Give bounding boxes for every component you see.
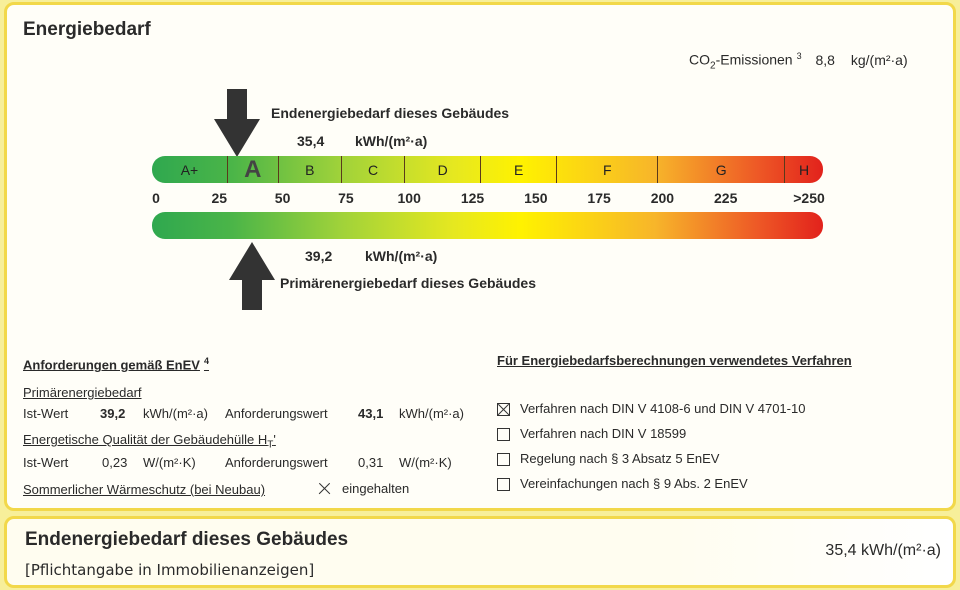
huelle-ist-unit: W/(m²·K) bbox=[143, 455, 196, 470]
primaer-title: Primärenergiebedarf bbox=[23, 385, 142, 400]
checked-box-icon bbox=[497, 403, 510, 417]
checkbox-icon bbox=[497, 453, 510, 467]
scale-tick: 125 bbox=[460, 190, 485, 206]
scale-tick: 100 bbox=[397, 190, 421, 206]
co2-value: 8,8 bbox=[815, 51, 835, 68]
primaer-ist-unit: kWh/(m²·a) bbox=[143, 406, 208, 421]
checkbox-icon bbox=[497, 428, 510, 442]
endenergie-value: 35,4 bbox=[297, 133, 325, 149]
primaerenergie-arrow-icon bbox=[229, 242, 275, 310]
scale-tick: 200 bbox=[650, 190, 675, 206]
co2-unit: kg/(m²·a) bbox=[850, 51, 908, 68]
primaer-anf-unit: kWh/(m²·a) bbox=[399, 406, 464, 421]
verfahren-title: Für Energiebedarfsberechnungen verwendet… bbox=[497, 353, 852, 368]
verfahren-option-label: Verfahren nach DIN V 18599 bbox=[520, 426, 687, 441]
primaer-ist-value: 39,2 bbox=[100, 406, 126, 421]
verfahren-list: Verfahren nach DIN V 4108-6 und DIN V 47… bbox=[497, 401, 805, 501]
primaer-anf-value: 43,1 bbox=[358, 406, 384, 421]
scale-tick: >250 bbox=[793, 190, 825, 206]
sommer-title: Sommerlicher Wärmeschutz (bei Neubau) bbox=[23, 482, 266, 497]
energy-class-aplus: A+ bbox=[152, 156, 228, 183]
energy-class-b: B bbox=[279, 156, 342, 183]
huelle-anf-unit: W/(m²·K) bbox=[399, 455, 452, 470]
checkbox-icon bbox=[497, 478, 510, 492]
sommer-check: eingehalten bbox=[319, 481, 409, 496]
huelle-anf-label: Anforderungswert bbox=[225, 455, 328, 470]
scale-tick: 25 bbox=[211, 190, 228, 206]
scale-ticks: 0 25 50 75 100 125 150 175 200 225 >250 bbox=[152, 190, 825, 210]
verfahren-option: Vereinfachungen nach § 9 Abs. 2 EnEV bbox=[497, 476, 805, 501]
energy-class-h: H bbox=[798, 161, 810, 178]
scale-tick: 0 bbox=[152, 190, 160, 206]
anforderungen-title: Anforderungen gemäß EnEV 4 bbox=[23, 356, 209, 373]
huelle-ist-value: 0,23 bbox=[102, 455, 128, 470]
verfahren-option-label: Verfahren nach DIN V 4108-6 und DIN V 47… bbox=[520, 401, 806, 416]
energy-class-bar: A+ A B C D E F G H bbox=[152, 156, 823, 183]
scale-tick: 50 bbox=[274, 190, 291, 206]
primaerenergie-label: Primärenergiebedarf dieses Gebäudes bbox=[280, 275, 536, 291]
energy-class-c: C bbox=[342, 156, 406, 183]
scale-tick: 175 bbox=[587, 190, 611, 206]
footer-panel: Endenergiebedarf dieses Gebäudes [Pflich… bbox=[4, 516, 956, 588]
footer-value: 35,4 kWh/(m²·a) bbox=[825, 542, 941, 559]
scale-tick: 150 bbox=[524, 190, 548, 206]
energy-class-a: A bbox=[228, 156, 279, 183]
energy-class-g: G bbox=[658, 156, 785, 183]
energy-class-d: D bbox=[405, 156, 482, 183]
footer-title: Endenergiebedarf dieses Gebäudes bbox=[25, 529, 349, 550]
endenergie-arrow-icon bbox=[214, 89, 260, 157]
scale-tick: 75 bbox=[338, 190, 354, 206]
endenergie-label: Endenergiebedarf dieses Gebäudes bbox=[271, 105, 510, 121]
verfahren-option: Verfahren nach DIN V 4108-6 und DIN V 47… bbox=[497, 401, 805, 426]
huelle-ist-label: Ist-Wert bbox=[23, 455, 69, 470]
primaerenergie-unit: kWh/(m²·a) bbox=[365, 248, 438, 264]
huelle-anf-value: 0,31 bbox=[358, 455, 384, 470]
verfahren-option: Verfahren nach DIN V 18599 bbox=[497, 426, 805, 451]
primaer-anf-label: Anforderungswert bbox=[225, 406, 328, 421]
scale-tick: 225 bbox=[714, 190, 738, 206]
co2-emissions: CO2-Emissionen 3 8,8 kg/(m²·a) bbox=[689, 51, 908, 72]
primaer-ist-label: Ist-Wert bbox=[23, 406, 69, 421]
verfahren-option-label: Regelung nach § 3 Absatz 5 EnEV bbox=[520, 451, 720, 466]
section-title: Energiebedarf bbox=[23, 19, 151, 40]
energy-class-f: F bbox=[557, 156, 659, 183]
primaerenergie-bar bbox=[152, 212, 823, 239]
huelle-title: Energetische Qualität der Gebäudehülle H… bbox=[23, 432, 276, 451]
energiebedarf-panel: Energiebedarf CO2-Emissionen 3 8,8 kg/(m²… bbox=[4, 2, 956, 511]
sommer-checkbox-icon bbox=[319, 483, 332, 496]
primaerenergie-value: 39,2 bbox=[305, 248, 333, 264]
energy-class-e: E bbox=[481, 156, 558, 183]
footer-subtitle: [Pflichtangabe in Immobilienanzeigen] bbox=[25, 561, 315, 579]
verfahren-option: Regelung nach § 3 Absatz 5 EnEV bbox=[497, 451, 805, 476]
verfahren-option-label: Vereinfachungen nach § 9 Abs. 2 EnEV bbox=[520, 476, 748, 491]
endenergie-unit: kWh/(m²·a) bbox=[355, 133, 428, 149]
